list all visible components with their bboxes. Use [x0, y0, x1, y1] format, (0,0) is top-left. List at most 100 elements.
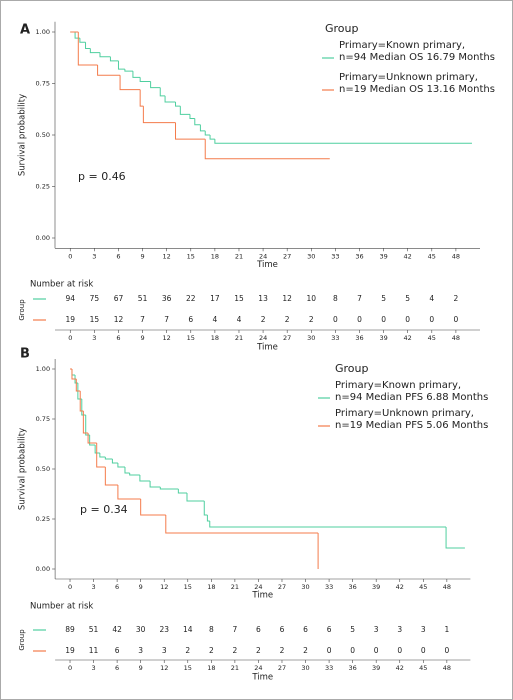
risk-count: 30 [136, 625, 146, 634]
survival-step [159, 487, 179, 490]
risk-count: 7 [357, 294, 362, 303]
x-tick-label: 36 [355, 252, 363, 260]
p-value: p = 0.34 [80, 503, 128, 516]
x-tick-label: 21 [231, 583, 239, 591]
survival-step [159, 87, 166, 97]
risk-count: 2 [454, 294, 459, 303]
survival-step [81, 399, 86, 416]
x-axis-title: Time [256, 260, 278, 270]
legend-entry: Primary=Unknown primary, n=19 Median OS … [339, 72, 495, 95]
x-tick-label: 45 [428, 252, 436, 260]
survival-step [109, 56, 119, 62]
survival-step [206, 515, 210, 522]
survival-step [150, 81, 161, 89]
survival-step [124, 467, 130, 474]
x-tick-label: 45 [419, 664, 427, 672]
x-tick-label: 30 [301, 583, 309, 591]
x-tick-label: 21 [231, 664, 239, 672]
x-tick-label: 15 [184, 664, 192, 672]
panel-label: A [20, 23, 30, 38]
risk-count: 42 [112, 625, 122, 634]
risk-count: 0 [327, 646, 332, 655]
x-tick-label: 42 [404, 252, 412, 260]
x-tick-label: 33 [331, 252, 339, 260]
survival-step [71, 369, 77, 380]
risk-count: 2 [232, 646, 237, 655]
x-tick-label: 33 [325, 664, 333, 672]
survival-step [209, 135, 215, 140]
risk-count: 7 [140, 315, 145, 324]
survival-step [104, 457, 113, 460]
risk-count: 3 [162, 646, 167, 655]
risk-table-title: Number at risk [30, 280, 93, 290]
x-tick-label: 0 [68, 252, 72, 260]
y-tick-label: 0.75 [36, 415, 50, 423]
risk-table-title: Number at risk [30, 602, 93, 612]
survival-step [79, 391, 84, 412]
risk-count: 0 [350, 646, 355, 655]
risk-count: 19 [65, 646, 75, 655]
risk-count: 3 [421, 625, 426, 634]
x-tick-label: 6 [116, 252, 120, 260]
survival-step [132, 71, 141, 78]
risk-count: 22 [186, 294, 196, 303]
survival-step [214, 139, 472, 144]
risk-count: 6 [327, 625, 332, 634]
risk-count: 2 [285, 315, 290, 324]
survival-step [139, 89, 144, 107]
x-tick-label: 27 [283, 252, 291, 260]
x-tick-label: 48 [452, 334, 460, 342]
survival-step [175, 102, 181, 107]
survival-step [74, 375, 78, 384]
x-tick-label: 3 [91, 583, 95, 591]
survival-step [79, 38, 86, 43]
survival-step [117, 485, 141, 500]
survival-step [96, 443, 106, 468]
survival-step [117, 60, 125, 70]
survival-step [189, 114, 195, 120]
survival-step [89, 48, 100, 54]
x-tick-label: 18 [211, 334, 219, 342]
y-axis-title: Survival probability [18, 428, 28, 510]
risk-count: 23 [159, 625, 169, 634]
risk-count: 2 [280, 646, 285, 655]
risk-count: 2 [303, 646, 308, 655]
x-tick-label: 15 [187, 252, 195, 260]
survival-step [140, 499, 166, 516]
survival-step [142, 106, 176, 124]
risk-count: 0 [429, 315, 434, 324]
survival-step [203, 501, 208, 516]
risk-count: 51 [89, 625, 99, 634]
risk-count: 2 [209, 646, 214, 655]
risk-count: 6 [188, 315, 193, 324]
survival-step [99, 52, 111, 58]
survival-step [119, 75, 141, 91]
x-tick-label: 12 [160, 664, 168, 672]
survival-step [204, 130, 211, 136]
y-axis-title: Survival probability [18, 94, 28, 176]
risk-count: 17 [210, 294, 220, 303]
x-tick-label: 39 [379, 334, 387, 342]
x-tick-label: 24 [259, 252, 267, 260]
x-tick-label: 36 [355, 334, 363, 342]
risk-count: 4 [429, 294, 434, 303]
panel-label: B [20, 347, 30, 362]
x-tick-label: 27 [278, 664, 286, 672]
risk-count: 5 [405, 294, 410, 303]
survival-step [74, 32, 80, 39]
x-tick-label: 6 [115, 583, 119, 591]
x-tick-label: 21 [235, 252, 243, 260]
survival-step [129, 473, 140, 476]
risk-count: 0 [397, 646, 402, 655]
y-tick-label: 0.00 [36, 565, 50, 573]
x-tick-label: 12 [160, 583, 168, 591]
survival-step [177, 489, 187, 494]
survival-step [104, 467, 118, 486]
x-tick-label: 9 [141, 334, 145, 342]
y-tick-label: 1.00 [36, 28, 50, 36]
y-tick-label: 0.50 [36, 465, 50, 473]
y-tick-label: 0.00 [36, 234, 50, 242]
x-tick-label: 0 [68, 583, 72, 591]
risk-count: 8 [209, 625, 214, 634]
risk-count: 0 [333, 315, 338, 324]
